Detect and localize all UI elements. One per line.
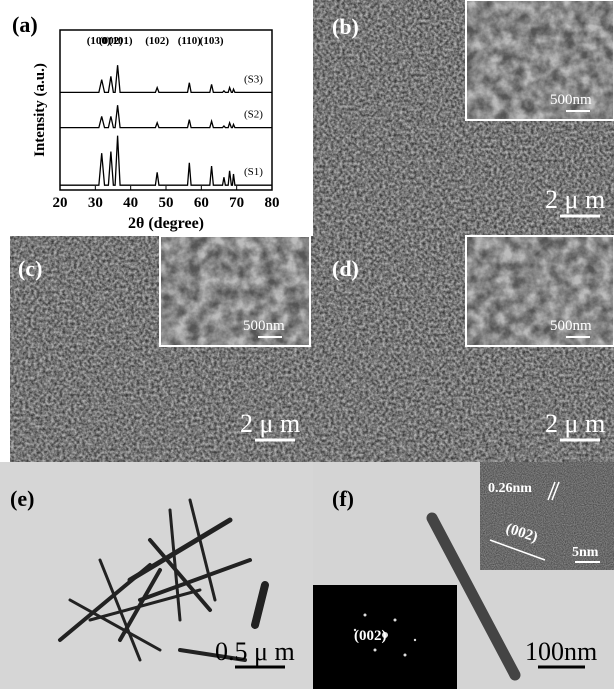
inset-scale-label: 500nm — [550, 92, 592, 108]
hrtem-scale-label: 5nm — [572, 545, 599, 560]
scale-bar-label: 2 μ m — [545, 185, 605, 214]
x-tick-label: 40 — [123, 195, 138, 211]
x-tick-label: 50 — [159, 195, 174, 211]
panel-b: (b) 2 μ m 500nm — [313, 0, 614, 236]
x-tick-label: 60 — [194, 195, 209, 211]
panel-label: (d) — [332, 256, 359, 281]
panel-a: (a) 2θ (degree) Intensity (a.u.) 20 30 40 5… — [0, 0, 313, 236]
series-label: (S1) — [244, 166, 263, 178]
inset-texture — [161, 237, 309, 345]
panel-label: (b) — [332, 14, 359, 39]
x-tick-label: 20 — [53, 195, 68, 211]
series-label: (S2) — [244, 109, 263, 121]
series-label: (S3) — [244, 73, 263, 85]
x-axis-label: 2θ (degree) — [128, 215, 204, 232]
x-tick-label: 30 — [88, 195, 103, 211]
scale-bar-label: 100nm — [525, 637, 597, 666]
panel-c: (c) 2 μ m 500nm — [10, 236, 313, 462]
y-axis-label: Intensity (a.u.) — [32, 63, 48, 157]
scale-bar-label: 2 μ m — [240, 409, 300, 438]
figure: (b) 2 μ m 500nm (c) 2 μ m 500nm (d) 2 μ … — [0, 0, 614, 689]
peak-label: (103) — [200, 35, 224, 47]
inset-scale-label: 500nm — [550, 318, 592, 334]
panel-label: (e) — [10, 486, 34, 511]
peak-label: (101) — [109, 35, 133, 47]
panel-label: (c) — [18, 256, 42, 281]
panel-d: (d) 2 μ m 500nm — [313, 236, 614, 462]
panel-label: (f) — [332, 486, 354, 511]
scale-bar-label: 0.5 μ m — [215, 637, 295, 666]
x-tick-label: 80 — [265, 195, 280, 211]
saed-plane: (002) — [354, 628, 387, 644]
peak-label: (102) — [145, 35, 169, 47]
panel-label: (a) — [12, 12, 38, 37]
lattice-spacing: 0.26nm — [488, 481, 532, 496]
peak-label: (110) — [178, 35, 202, 47]
inset-scale-label: 500nm — [243, 318, 285, 334]
x-tick-label: 70 — [229, 195, 244, 211]
panel-f: 0.26nm (002) 5nm (002) (f) 100nm — [313, 462, 614, 689]
panel-e: (e) 0.5 μ m — [0, 462, 313, 689]
scale-bar-label: 2 μ m — [545, 409, 605, 438]
